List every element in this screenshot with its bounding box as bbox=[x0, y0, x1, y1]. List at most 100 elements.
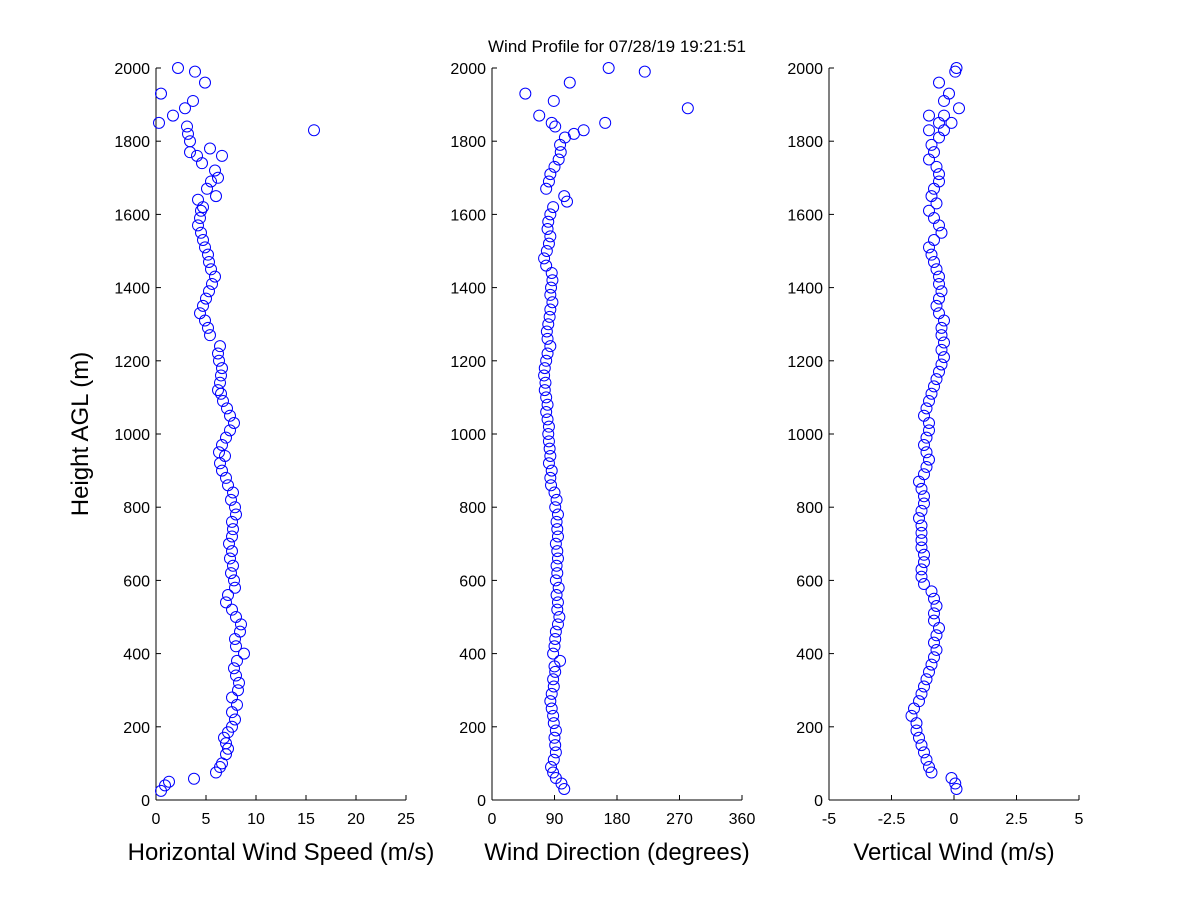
direction-data-point bbox=[553, 611, 566, 623]
direction-y-tick-label: 1000 bbox=[450, 427, 486, 444]
vertical-data-point bbox=[923, 241, 935, 254]
vertical-data-point bbox=[928, 182, 940, 195]
direction-y-tick-label: 2000 bbox=[450, 61, 486, 78]
vertical-data-point bbox=[915, 739, 928, 752]
speed-data-point bbox=[213, 446, 225, 459]
direction-data-point bbox=[540, 391, 553, 404]
speed-data-point bbox=[225, 493, 237, 506]
vertical-data-point bbox=[928, 636, 940, 649]
vertical-data-point bbox=[918, 468, 930, 481]
vertical-data-point bbox=[915, 541, 928, 554]
direction-data-point bbox=[563, 76, 576, 89]
direction-data-point bbox=[533, 109, 546, 122]
vertical-data-point bbox=[930, 197, 943, 210]
direction-data-point bbox=[558, 190, 571, 203]
direction-data-point bbox=[544, 288, 557, 301]
speed-data-point bbox=[194, 212, 206, 225]
direction-data-point bbox=[541, 347, 554, 360]
speed-data-point bbox=[202, 321, 214, 334]
speed-data-point bbox=[197, 201, 209, 214]
vertical-data-point bbox=[908, 702, 920, 715]
vertical-data-point bbox=[923, 665, 935, 678]
direction-data-point bbox=[543, 310, 556, 323]
speed-data-point bbox=[195, 226, 207, 239]
vertical-data-point bbox=[920, 431, 933, 444]
direction-data-point bbox=[551, 530, 564, 543]
direction-x-tick-label: 90 bbox=[546, 811, 564, 828]
vertical-data-point bbox=[933, 277, 945, 290]
direction-data-point bbox=[545, 281, 558, 294]
speed-data-point bbox=[222, 479, 234, 492]
speed-data-point bbox=[214, 340, 226, 353]
direction-data-point bbox=[551, 618, 564, 631]
vertical-data-point bbox=[905, 709, 918, 722]
speed-data-point bbox=[222, 742, 234, 755]
direction-data-point bbox=[540, 406, 553, 419]
direction-data-point bbox=[547, 680, 560, 693]
vertical-data-point bbox=[915, 504, 928, 517]
direction-data-point bbox=[538, 252, 551, 265]
speed-data-point bbox=[212, 384, 224, 397]
vertical-data-point bbox=[930, 299, 943, 312]
direction-y-tick-label: 1200 bbox=[450, 354, 486, 371]
direction-y-tick-label: 1800 bbox=[450, 134, 486, 151]
vertical-x-axis-title: Vertical Wind (m/s) bbox=[853, 839, 1054, 866]
direction-data-point bbox=[545, 761, 558, 774]
speed-data-point bbox=[220, 471, 232, 484]
direction-data-point bbox=[549, 746, 562, 759]
speed-data-point bbox=[238, 647, 250, 660]
vertical-data-point bbox=[925, 138, 938, 151]
speed-data-point bbox=[217, 395, 229, 408]
speed-data-point bbox=[226, 603, 238, 616]
direction-data-point bbox=[551, 552, 564, 565]
vertical-data-point bbox=[910, 717, 923, 730]
speed-data-point bbox=[199, 76, 211, 89]
speed-data-point bbox=[192, 219, 204, 232]
direction-data-point bbox=[540, 245, 553, 257]
vertical-data-point bbox=[933, 175, 945, 188]
direction-data-point bbox=[544, 168, 557, 181]
vertical-data-point bbox=[928, 234, 940, 247]
direction-data-point bbox=[552, 153, 565, 166]
speed-data-point bbox=[215, 369, 227, 382]
speed-points bbox=[153, 62, 320, 797]
speed-data-point bbox=[202, 248, 214, 261]
vertical-data-point bbox=[933, 219, 945, 232]
speed-data-point bbox=[212, 171, 224, 184]
speed-data-point bbox=[212, 347, 224, 360]
speed-data-point bbox=[229, 581, 241, 594]
speed-data-point bbox=[214, 457, 226, 470]
direction-data-point bbox=[538, 369, 551, 382]
vertical-data-point bbox=[923, 395, 935, 408]
speed-data-point bbox=[184, 146, 196, 159]
vertical-data-point bbox=[918, 578, 930, 591]
vertical-y-tick-label: 1800 bbox=[787, 134, 823, 151]
direction-data-point bbox=[544, 340, 557, 353]
speed-data-point bbox=[191, 149, 203, 162]
vertical-data-point bbox=[915, 534, 928, 547]
direction-data-point bbox=[549, 772, 562, 785]
speed-data-point bbox=[226, 706, 238, 719]
direction-data-point bbox=[550, 493, 563, 506]
speed-y-tick-label: 1000 bbox=[114, 427, 150, 444]
direction-data-point bbox=[544, 303, 557, 316]
speed-data-point bbox=[216, 438, 228, 451]
direction-x-axis-title: Wind Direction (degrees) bbox=[484, 839, 749, 866]
speed-data-point bbox=[233, 676, 245, 689]
speed-y-tick-label: 200 bbox=[123, 720, 150, 737]
vertical-data-point bbox=[935, 321, 948, 334]
speed-data-point bbox=[222, 589, 234, 602]
direction-data-point bbox=[551, 567, 564, 580]
vertical-data-point bbox=[938, 336, 950, 349]
direction-data-point bbox=[561, 195, 573, 208]
speed-data-point bbox=[226, 691, 238, 704]
speed-data-point bbox=[179, 102, 191, 115]
speed-data-point bbox=[221, 402, 233, 415]
direction-x-tick-label: 0 bbox=[488, 811, 497, 828]
vertical-data-point bbox=[925, 190, 938, 203]
vertical-data-point bbox=[920, 673, 933, 686]
speed-data-point bbox=[153, 116, 165, 129]
direction-data-point bbox=[545, 702, 558, 715]
direction-data-point bbox=[545, 116, 558, 129]
vertical-data-point bbox=[923, 109, 935, 122]
